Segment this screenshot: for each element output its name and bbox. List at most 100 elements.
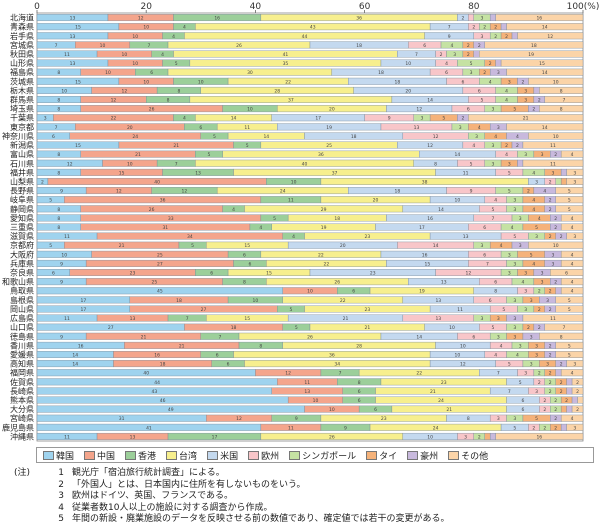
bar-value-label: 3: [535, 343, 538, 349]
bar-value-label: 21: [119, 243, 125, 249]
bar-value-label: 12: [111, 98, 117, 104]
bar-segment: [560, 223, 584, 231]
bar-segment: [560, 423, 567, 431]
bar-value-label: 4: [161, 52, 164, 58]
bar-value-label: 2: [505, 143, 508, 149]
bar-value-label: 4: [538, 216, 541, 222]
bar-value-label: 2: [538, 307, 541, 313]
legend-swatch: [84, 450, 96, 460]
bar-segment: [533, 86, 540, 94]
bar-value-label: 15: [75, 143, 81, 149]
bar-value-label: 2: [560, 234, 563, 240]
bar-segment: [566, 168, 584, 176]
bar-value-label: 6: [52, 134, 55, 140]
legend-swatch: [43, 450, 54, 460]
bar-value-label: 4: [292, 234, 295, 240]
bar-value-label: 4: [532, 207, 535, 213]
bar-value-label: 3: [524, 88, 527, 94]
bar-segment: [566, 423, 584, 431]
bar-value-label: 9: [60, 334, 63, 340]
bar-value-label: 3: [470, 70, 473, 76]
category-label: 長崎県: [10, 386, 34, 396]
bar-value-label: 21: [141, 334, 147, 340]
note-number: 5: [58, 514, 64, 525]
bar-value-label: 10: [455, 198, 461, 204]
bar-value-label: 6: [522, 398, 525, 404]
bar-value-label: 4: [571, 252, 574, 258]
bar-value-label: 5: [208, 152, 211, 158]
bar-value-label: 10: [61, 88, 67, 94]
category-label: 愛媛県: [10, 349, 34, 359]
bar-value-label: 4: [494, 352, 497, 358]
bar-value-label: 3: [541, 280, 544, 286]
bar-value-label: 7: [562, 98, 565, 104]
bar-value-label: 18: [394, 189, 400, 195]
bar-segment: [560, 405, 567, 413]
bar-value-label: 16: [214, 16, 220, 22]
bar-value-label: 9: [60, 189, 63, 195]
bar-value-label: 13: [70, 16, 76, 22]
bar-value-label: 2: [538, 325, 541, 331]
bar-value-label: 9: [60, 280, 63, 286]
bar-value-label: 5: [49, 198, 52, 204]
bar-value-label: 4: [532, 198, 535, 204]
bar-value-label: 26: [149, 107, 155, 113]
bar-value-label: 7: [497, 371, 500, 377]
bar-value-label: 3: [530, 298, 533, 304]
legend-swatch: [407, 450, 419, 460]
bar-segment: [566, 405, 573, 413]
bar-value-label: 8: [178, 88, 181, 94]
bar-value-label: 16: [422, 252, 428, 258]
bar-value-label: 3: [552, 170, 555, 176]
bar-value-label: 9: [470, 189, 473, 195]
bar-value-label: 24: [438, 398, 444, 404]
bar-value-label: 22: [416, 371, 422, 377]
bar-value-label: 3: [513, 198, 516, 204]
bar-segment: [539, 332, 584, 340]
bar-value-label: 5: [289, 307, 292, 313]
bar-segment: [560, 369, 584, 377]
bar-value-label: 3: [508, 271, 511, 277]
bar-segment: [495, 59, 502, 67]
bar-value-label: 3: [573, 234, 576, 240]
bar-value-label: 8: [57, 207, 60, 213]
bar-value-label: 11: [244, 125, 250, 131]
bar-value-label: 6: [249, 261, 252, 267]
bar-value-label: 4: [478, 125, 481, 131]
legend-label: タイ: [379, 451, 398, 462]
bar-value-label: 8: [560, 334, 563, 340]
bar-value-label: 22: [324, 261, 330, 267]
bar-value-label: 2: [538, 98, 541, 104]
bar-value-label: 3: [491, 143, 494, 149]
note-number: 2: [58, 479, 64, 490]
bar-value-label: 3: [546, 362, 549, 368]
bar-value-label: 14: [542, 70, 548, 76]
bar-value-label: 6: [472, 334, 475, 340]
bar-value-label: 5: [513, 107, 516, 113]
bar-value-label: 6: [374, 407, 377, 413]
bar-value-label: 9: [448, 34, 451, 40]
bar-value-label: 2: [467, 43, 470, 49]
bar-value-label: 26: [236, 43, 242, 49]
bar-value-label: 4: [445, 61, 448, 67]
bar-value-label: 25: [152, 280, 158, 286]
bar-segment: [528, 241, 584, 249]
bar-segment: [528, 132, 584, 140]
bar-segment: [555, 205, 584, 213]
bar-value-label: 21: [446, 407, 452, 413]
legend-swatch: [366, 450, 378, 460]
bar-value-label: 7: [448, 25, 451, 31]
bar-value-label: 12: [285, 371, 291, 377]
bar-value-label: 10: [132, 34, 138, 40]
bar-value-label: 2: [538, 380, 541, 386]
bar-value-label: 27: [201, 307, 207, 313]
bar-value-label: 12: [182, 189, 188, 195]
legend-label: 欧州: [261, 451, 280, 462]
bar-segment: [544, 96, 584, 103]
bar-value-label: 10: [143, 25, 149, 31]
bar-value-label: 16: [536, 16, 542, 22]
bar-value-label: 10: [553, 79, 559, 85]
bar-value-label: 12: [460, 362, 466, 368]
legend-swatch: [448, 450, 460, 460]
